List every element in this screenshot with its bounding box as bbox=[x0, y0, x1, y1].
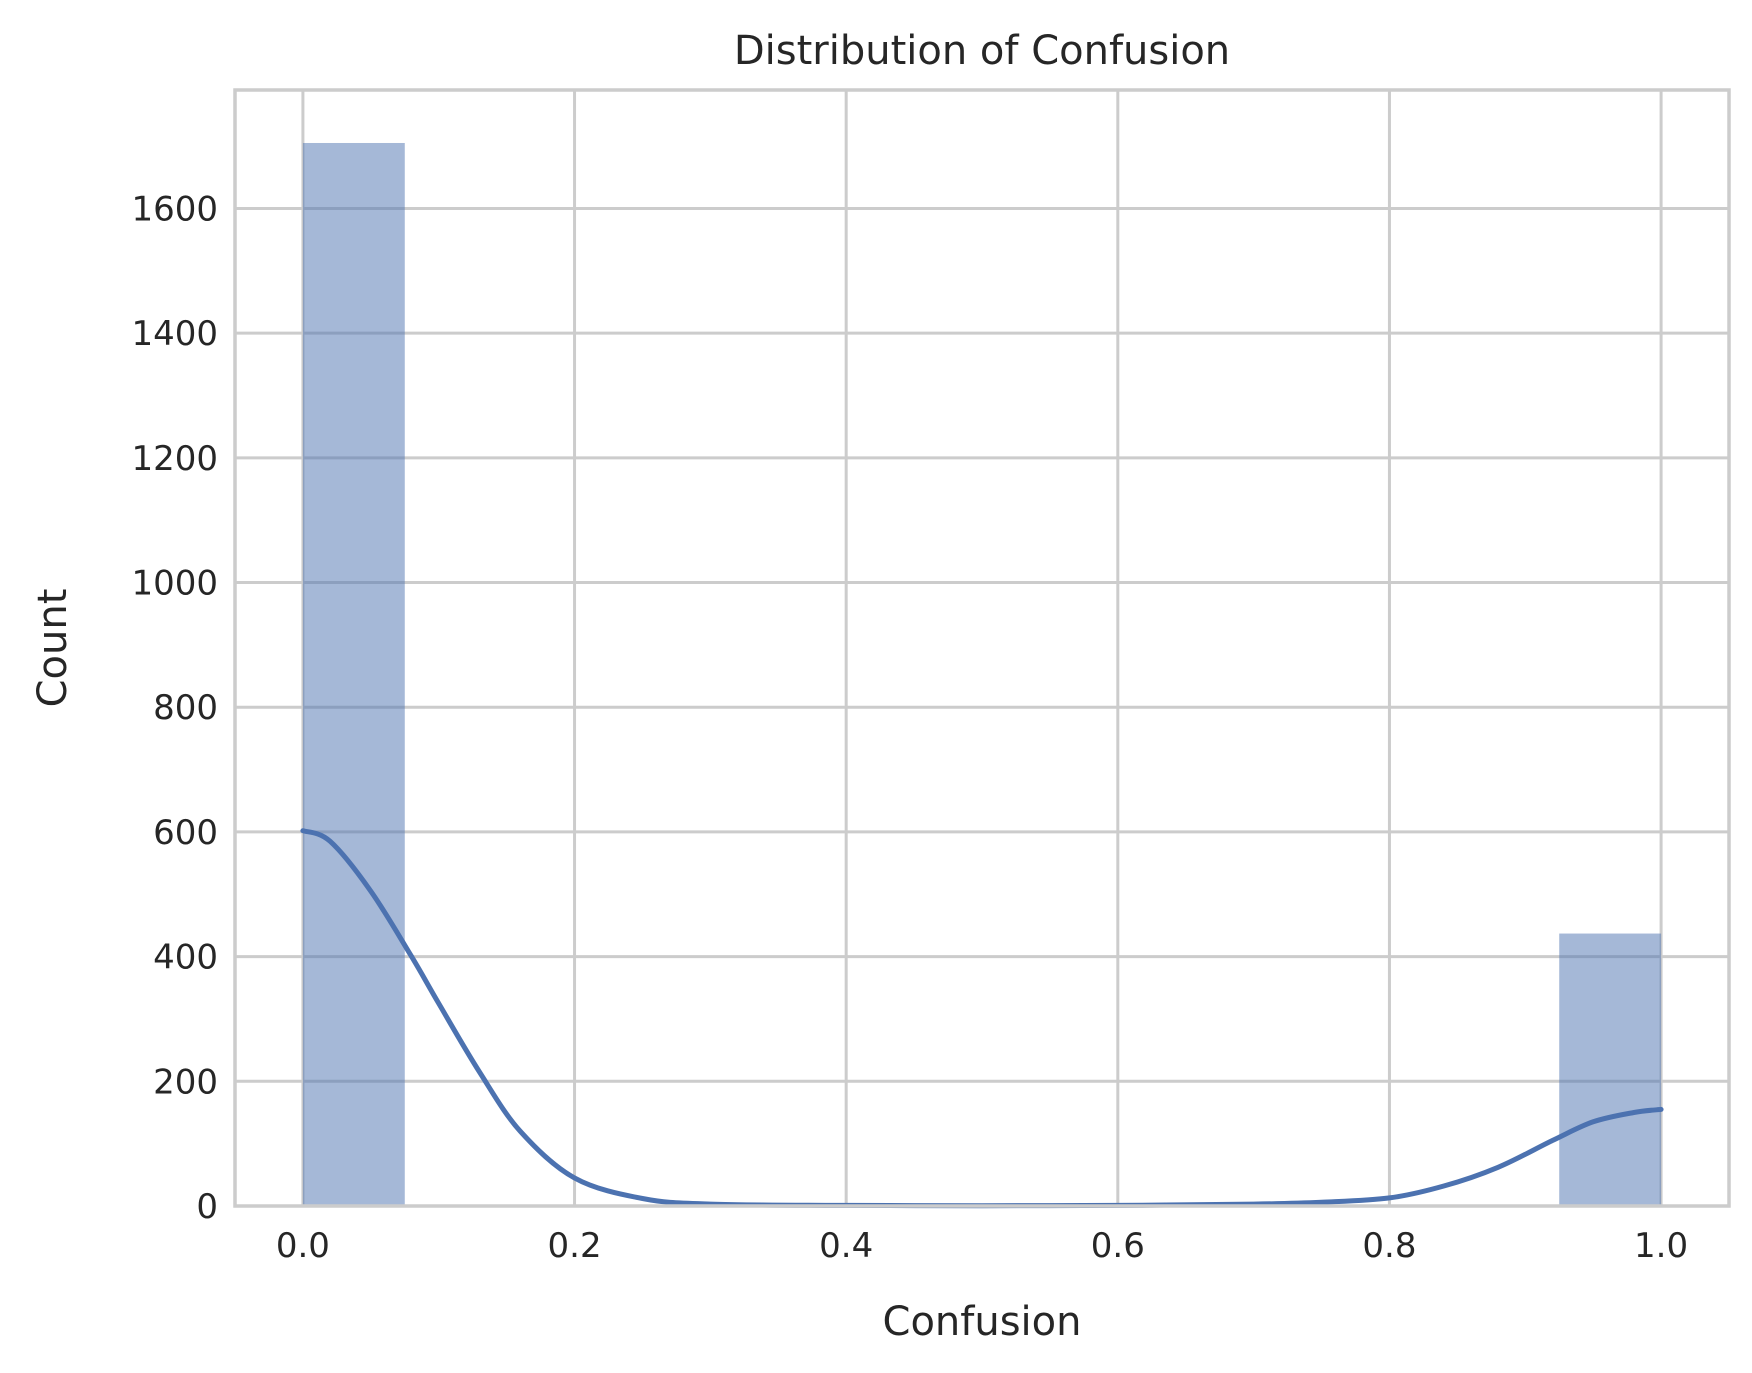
plot-frame bbox=[233, 88, 1731, 1208]
x-tick-label: 0.4 bbox=[819, 1226, 873, 1266]
y-tick-label: 800 bbox=[153, 688, 218, 728]
grid bbox=[235, 90, 1729, 1208]
y-axis-ticks: 0 200 400 600 800 1000 1200 1400 1600 bbox=[131, 189, 218, 1227]
x-tick-label: 0.0 bbox=[276, 1226, 330, 1266]
y-tick-label: 1600 bbox=[131, 189, 218, 229]
y-tick-label: 400 bbox=[153, 938, 218, 978]
x-axis-ticks: 0.0 0.2 0.4 0.6 0.8 1.0 bbox=[276, 1226, 1688, 1266]
histogram-bar-0 bbox=[302, 142, 405, 1207]
y-tick-label: 1400 bbox=[131, 314, 218, 354]
y-tick-label: 200 bbox=[153, 1062, 218, 1102]
x-tick-label: 1.0 bbox=[1634, 1226, 1688, 1266]
y-tick-label: 0 bbox=[196, 1187, 218, 1227]
x-tick-label: 0.2 bbox=[548, 1226, 602, 1266]
x-tick-label: 0.8 bbox=[1362, 1226, 1416, 1266]
chart-title: Distribution of Confusion bbox=[734, 28, 1230, 74]
y-axis-label: Count bbox=[30, 589, 76, 708]
y-tick-label: 600 bbox=[153, 813, 218, 853]
y-tick-label: 1200 bbox=[131, 439, 218, 479]
x-axis-label: Confusion bbox=[883, 1299, 1082, 1345]
kde-line bbox=[300, 828, 1664, 1209]
histogram-bar-1 bbox=[1559, 933, 1662, 1206]
x-tick-label: 0.6 bbox=[1091, 1226, 1145, 1266]
histogram-bars bbox=[302, 142, 1662, 1207]
y-tick-label: 1000 bbox=[131, 564, 218, 604]
